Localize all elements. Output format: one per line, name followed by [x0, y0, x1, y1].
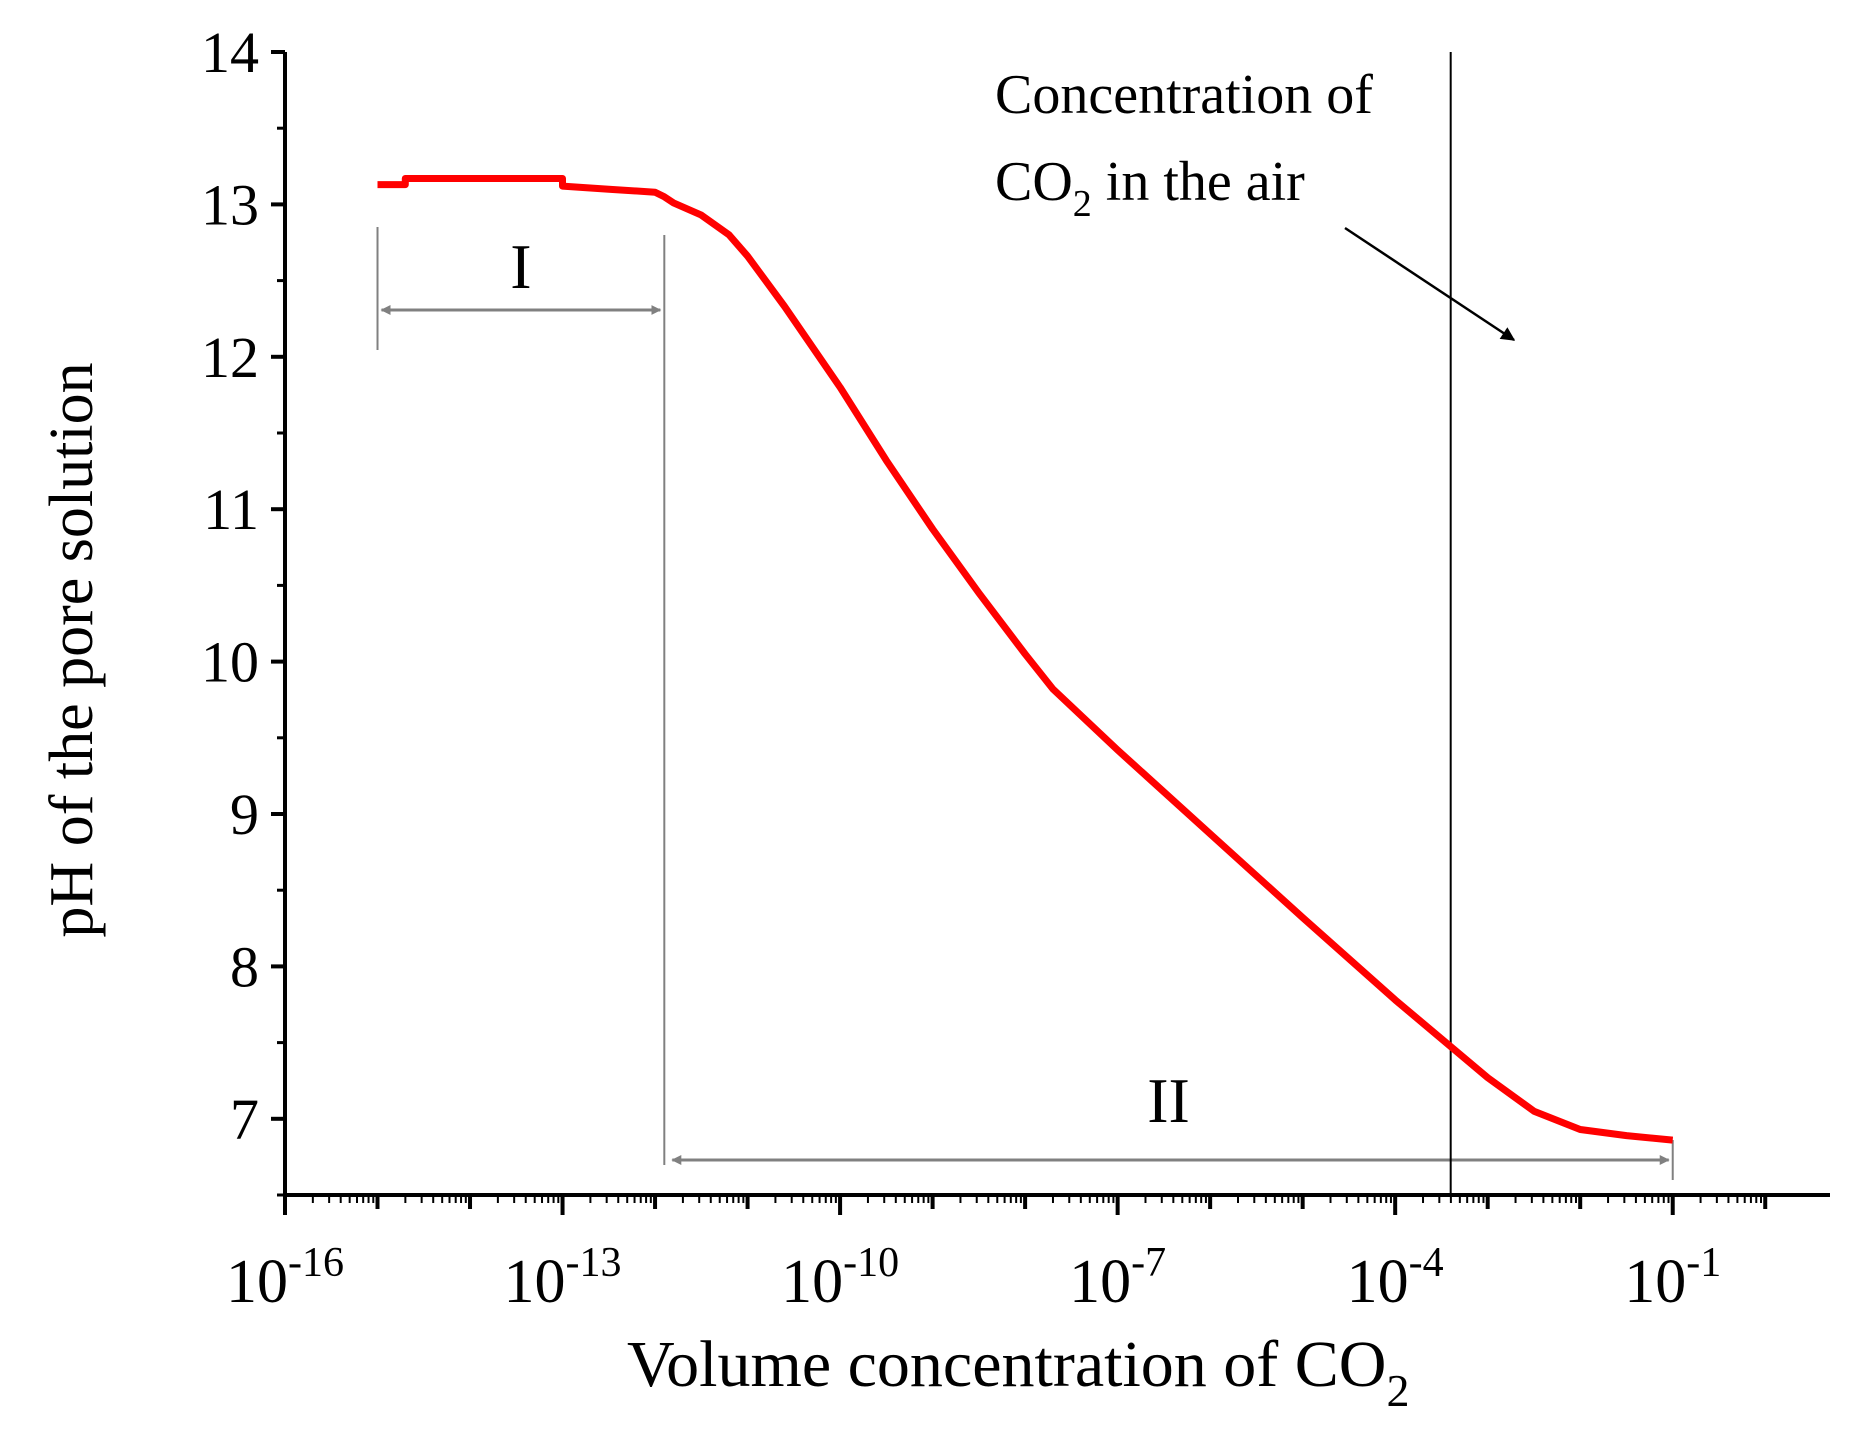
y-tick-label: 9 — [230, 782, 259, 847]
annotation-line2: CO2 in the air — [995, 151, 1305, 225]
annotation-line1: Concentration of — [995, 64, 1373, 126]
y-axis-label: pH of the pore solution — [38, 362, 106, 937]
x-tick-label: 10-4 — [1347, 1240, 1444, 1316]
y-tick-label: 11 — [203, 477, 259, 542]
x-axis-label: Volume concentration of CO2 — [627, 1328, 1409, 1416]
x-tick-label: 10-10 — [781, 1240, 899, 1316]
region-markers: III — [376, 52, 1674, 1195]
y-tick-label: 8 — [230, 934, 259, 999]
y-tick-label: 13 — [201, 172, 259, 237]
air-concentration-annotation: Concentration of CO2 in the air — [995, 64, 1516, 342]
ph-curve-line — [377, 175, 1674, 1144]
x-axis-ticks: 10-16 10-13 10-10 10-7 10-4 10-1 — [226, 1195, 1768, 1316]
region-i-label: I — [510, 231, 531, 302]
y-tick-label: 14 — [201, 20, 259, 85]
annotation-arrow — [1344, 226, 1516, 342]
x-tick-label: 10-13 — [504, 1240, 622, 1316]
x-tick-label: 10-7 — [1069, 1240, 1166, 1316]
x-tick-label: 10-16 — [226, 1240, 344, 1316]
y-tick-label: 10 — [201, 630, 259, 695]
region-ii-label: II — [1147, 1065, 1190, 1136]
y-axis-ticks: 7 8 9 10 11 12 13 14 — [201, 20, 285, 1197]
y-tick-label: 12 — [201, 325, 259, 390]
x-tick-label: 10-1 — [1624, 1240, 1721, 1316]
y-tick-label: 7 — [230, 1087, 259, 1152]
